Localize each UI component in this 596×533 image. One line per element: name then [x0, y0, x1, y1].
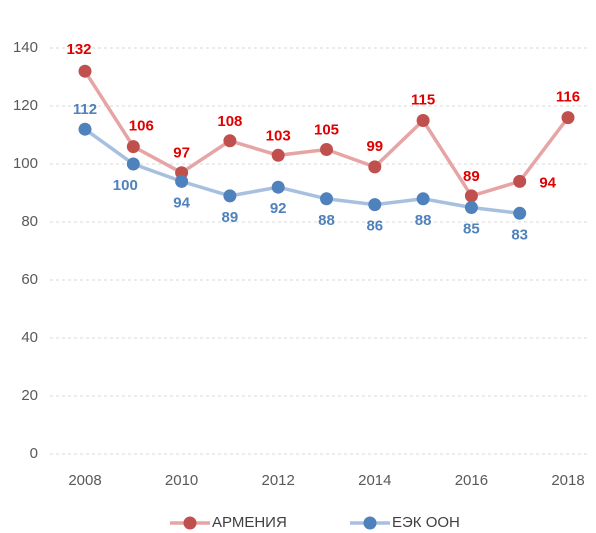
- y-tick-label: 100: [13, 155, 38, 172]
- x-tick-label: 2012: [262, 472, 295, 489]
- series-line: [83, 127, 520, 216]
- data-label: 83: [511, 226, 528, 243]
- data-label: 105: [314, 121, 339, 138]
- y-tick-label: 60: [21, 271, 38, 288]
- data-label: 88: [318, 212, 335, 229]
- data-label: 115: [411, 91, 435, 108]
- x-tick-label: 2008: [68, 472, 101, 489]
- marker: [416, 192, 430, 206]
- marker: [320, 192, 333, 206]
- marker: [223, 134, 237, 148]
- x-tick-label: 2018: [551, 472, 584, 489]
- x-tick-label: 2014: [358, 472, 391, 489]
- y-tick-label: 140: [13, 39, 38, 56]
- marker: [126, 157, 140, 171]
- data-label: 94: [173, 194, 190, 211]
- marker: [271, 148, 285, 162]
- marker: [561, 111, 575, 125]
- marker: [464, 201, 478, 214]
- data-label: 100: [113, 177, 138, 194]
- data-label: 116: [556, 89, 580, 106]
- data-label: 89: [463, 168, 480, 185]
- marker: [78, 64, 92, 78]
- data-label: 108: [217, 113, 242, 130]
- legend-marker: [183, 516, 197, 530]
- y-tick-label: 0: [30, 445, 38, 462]
- legend-marker: [363, 516, 377, 530]
- marker: [175, 174, 189, 188]
- marker: [368, 160, 382, 174]
- marker: [416, 114, 430, 127]
- y-tick-label: 80: [21, 213, 38, 230]
- data-label: 97: [173, 145, 190, 162]
- data-label: 92: [270, 200, 287, 217]
- data-label: 106: [129, 118, 154, 135]
- data-label: 86: [366, 218, 383, 235]
- data-label: 85: [463, 220, 480, 237]
- y-tick-label: 40: [21, 329, 38, 346]
- y-tick-label: 20: [21, 387, 38, 404]
- data-label: 112: [73, 101, 97, 118]
- legend-label: ЕЭК ООН: [392, 514, 460, 531]
- legend-label: АРМЕНИЯ: [212, 514, 287, 531]
- marker: [464, 189, 478, 203]
- marker: [78, 122, 92, 136]
- data-label: 94: [539, 174, 556, 191]
- data-label: 99: [366, 138, 383, 155]
- x-tick-label: 2010: [165, 472, 198, 489]
- data-label: 103: [266, 127, 291, 144]
- data-label: 88: [415, 212, 432, 229]
- data-label: 132: [66, 41, 91, 58]
- marker: [223, 189, 237, 203]
- marker: [126, 140, 140, 154]
- marker: [368, 198, 382, 212]
- marker: [320, 143, 333, 156]
- y-tick-label: 120: [13, 97, 38, 114]
- data-label: 89: [222, 209, 239, 226]
- marker: [513, 206, 527, 220]
- marker: [513, 174, 527, 188]
- marker: [271, 180, 285, 194]
- x-tick-label: 2016: [455, 472, 488, 489]
